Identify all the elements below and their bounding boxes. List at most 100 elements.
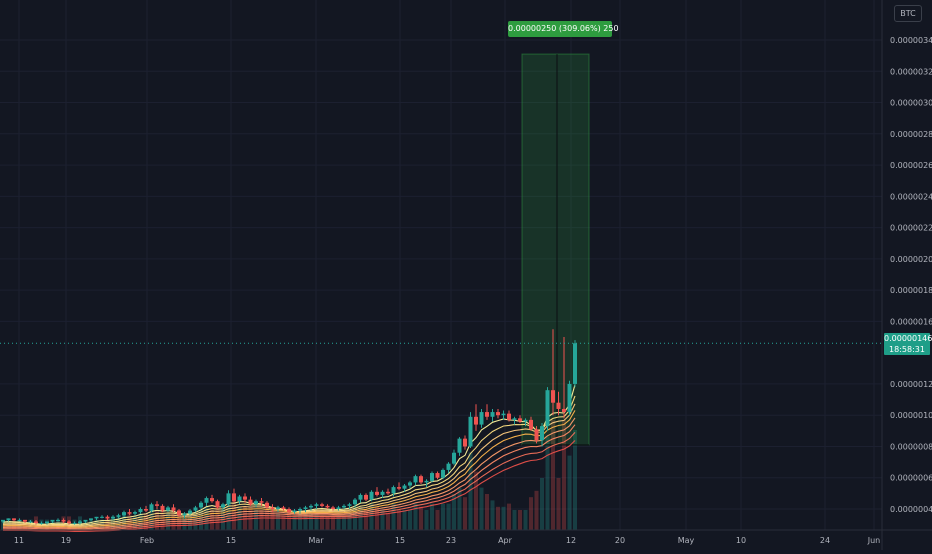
candle <box>292 509 297 514</box>
volume-bar <box>435 510 440 530</box>
candle <box>540 423 544 447</box>
candle-body <box>34 521 38 524</box>
candle <box>67 519 71 525</box>
candle <box>138 507 143 514</box>
candle-body <box>149 504 154 511</box>
volume-bar <box>391 503 396 530</box>
candle <box>248 496 253 506</box>
volume-bar <box>265 510 269 530</box>
x-tick-label: Feb <box>140 536 154 545</box>
volume-bar <box>573 430 577 530</box>
volume-bar <box>468 452 473 530</box>
candle <box>298 507 302 514</box>
candle-body <box>336 507 341 509</box>
candle-body <box>61 519 66 522</box>
volume-bar <box>441 503 445 530</box>
candle-body <box>160 505 165 511</box>
volume-bar <box>463 497 467 530</box>
candle-body <box>573 343 577 384</box>
candle-body <box>512 418 517 420</box>
candle-body <box>468 416 473 447</box>
volume-bar <box>331 516 335 530</box>
candle <box>435 471 440 480</box>
volume-bar <box>353 506 357 530</box>
volume-bar <box>292 516 297 530</box>
volume-bar <box>155 510 159 530</box>
candle-body <box>12 518 16 520</box>
x-tick-label: 11 <box>14 536 24 545</box>
candle-body <box>226 493 231 505</box>
candle <box>325 504 330 509</box>
candle-body <box>100 516 104 518</box>
volume-bar <box>281 516 286 530</box>
candle <box>177 509 181 517</box>
candle <box>479 408 484 428</box>
candle <box>116 513 121 519</box>
volume-bar <box>1 519 5 530</box>
candle <box>358 493 363 503</box>
candle <box>397 482 401 491</box>
candle-body <box>457 438 462 453</box>
candle-countdown: 18:58:31 <box>889 345 925 354</box>
candle <box>501 410 506 420</box>
candle-body <box>501 413 506 416</box>
candle-body <box>529 419 533 430</box>
candle <box>562 337 566 419</box>
volume-bar <box>309 513 313 530</box>
volume-bar <box>386 513 390 530</box>
volume-bar <box>347 513 352 530</box>
candle-body <box>490 412 495 417</box>
candle <box>270 504 275 513</box>
candle <box>386 488 390 495</box>
volume-bar <box>89 519 93 530</box>
volume-bar <box>419 506 423 530</box>
candle <box>512 416 517 425</box>
candle-body <box>94 516 99 519</box>
candle <box>1 519 5 524</box>
candle <box>402 483 407 492</box>
candle-body <box>270 507 275 509</box>
volume-bar <box>496 506 500 530</box>
candle <box>457 437 462 456</box>
volume-bar <box>430 503 434 530</box>
candle <box>259 498 264 506</box>
candle-body <box>314 504 319 506</box>
candle <box>122 510 126 517</box>
candle <box>28 519 33 524</box>
candle <box>188 509 192 516</box>
candle-body <box>540 426 544 441</box>
currency-badge[interactable]: BTC <box>894 5 922 22</box>
volume-bar <box>303 513 308 530</box>
volume-bar <box>226 494 231 530</box>
candle <box>254 499 258 508</box>
volume-bar <box>529 497 533 530</box>
volume-bar <box>105 516 110 530</box>
candle <box>50 519 55 524</box>
candle <box>133 510 137 516</box>
candle-body <box>325 505 330 508</box>
candle-body <box>551 390 555 403</box>
volume-bar <box>358 506 363 530</box>
candle <box>507 410 511 422</box>
candle-body <box>105 516 110 519</box>
candle <box>430 471 434 483</box>
volume-bar <box>336 516 341 530</box>
candle <box>17 518 22 522</box>
candle-body <box>507 413 511 420</box>
candle <box>496 408 500 419</box>
candle-body <box>237 496 242 502</box>
grid-lines <box>0 0 882 530</box>
candle-body <box>320 504 324 506</box>
candle-body <box>452 452 456 464</box>
candle-body <box>386 491 390 494</box>
candle-body <box>303 507 308 509</box>
candle-body <box>83 519 88 522</box>
x-tick-label: May <box>678 536 695 545</box>
